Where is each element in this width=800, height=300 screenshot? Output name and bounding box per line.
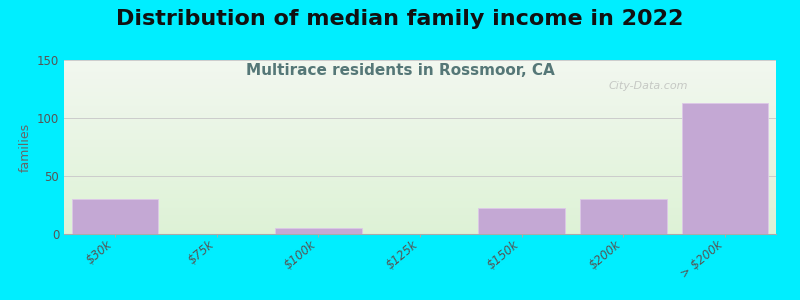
Bar [72, 199, 158, 234]
Y-axis label: families: families [18, 122, 31, 172]
Text: City-Data.com: City-Data.com [608, 81, 687, 91]
Bar [275, 228, 362, 234]
Bar [580, 199, 666, 234]
Text: Distribution of median family income in 2022: Distribution of median family income in … [116, 9, 684, 29]
Bar [682, 103, 768, 234]
Bar [478, 208, 565, 234]
Text: Multirace residents in Rossmoor, CA: Multirace residents in Rossmoor, CA [246, 63, 554, 78]
